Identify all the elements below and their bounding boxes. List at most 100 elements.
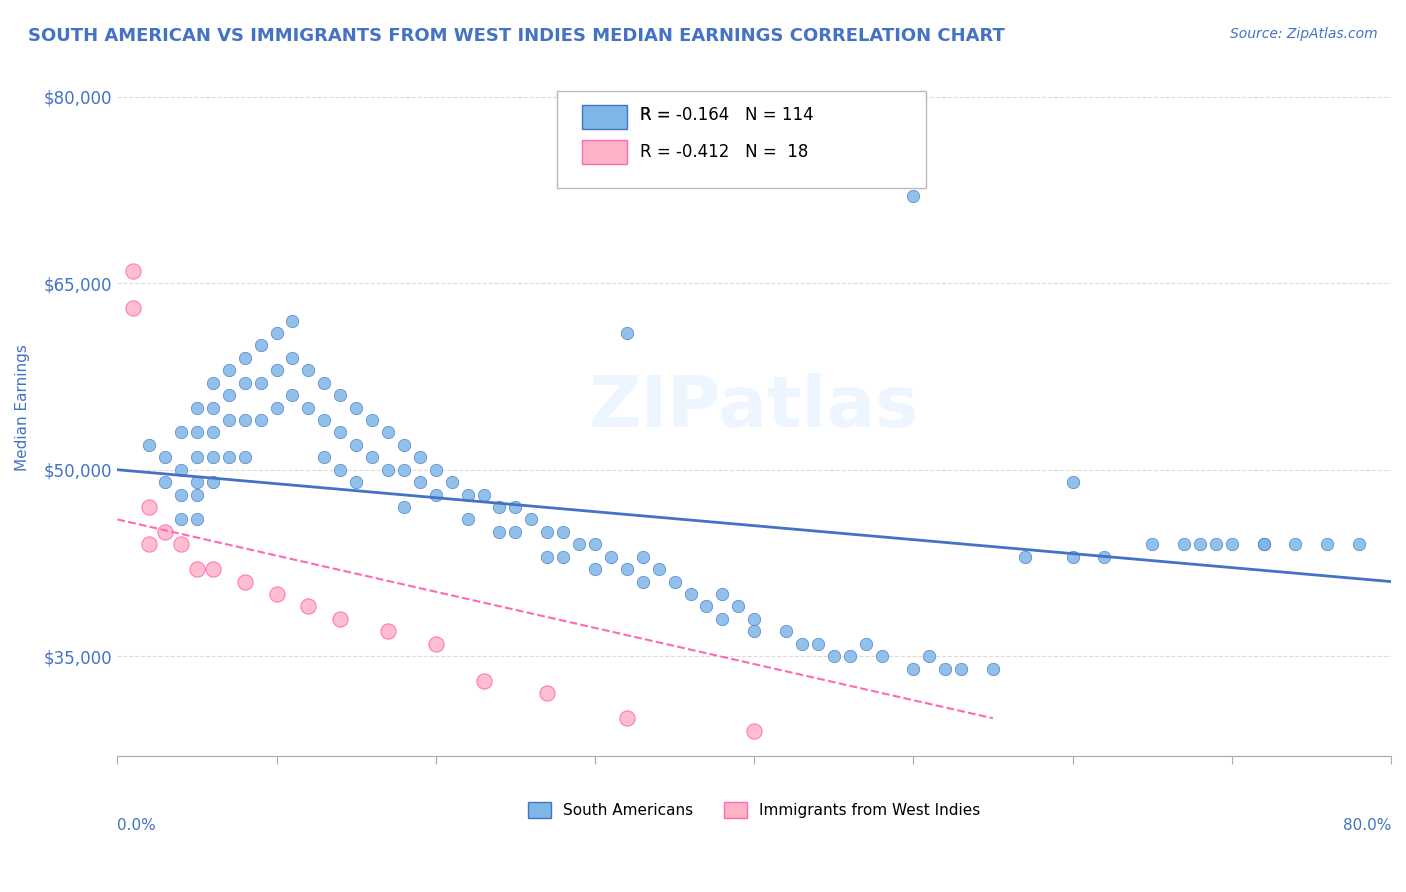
Point [392,438,415,452]
Point [281,388,304,402]
Point [233,376,256,390]
Point [695,599,717,614]
Point [823,649,845,664]
Point [314,450,336,465]
Point [344,401,367,415]
Point [266,401,288,415]
Point [186,512,208,526]
Point [266,363,288,377]
Point [1140,537,1163,551]
Point [903,662,925,676]
Point [855,637,877,651]
Point [201,425,224,440]
Point [186,487,208,501]
Point [775,624,797,639]
Point [138,537,160,551]
Point [201,401,224,415]
Point [583,537,606,551]
Point [553,524,575,539]
Point [329,612,352,626]
Point [361,450,384,465]
Text: R =: R = [640,106,675,124]
Point [186,401,208,415]
Point [329,425,352,440]
Point [314,376,336,390]
Point [711,587,734,601]
Point [711,612,734,626]
Point [742,624,765,639]
Point [297,363,319,377]
Point [488,524,510,539]
Point [297,401,319,415]
Point [807,637,830,651]
Point [1253,537,1275,551]
Point [218,363,240,377]
Point [1062,475,1084,490]
Point [297,599,319,614]
Point [233,413,256,427]
Point [616,326,638,340]
Point [153,524,176,539]
Text: R = -0.412   N =  18: R = -0.412 N = 18 [640,143,808,161]
Point [472,487,495,501]
Text: 80.0%: 80.0% [1343,818,1391,833]
Point [647,562,669,576]
Point [488,500,510,514]
Point [568,537,591,551]
Point [457,512,479,526]
Point [425,637,447,651]
Point [344,475,367,490]
Point [344,438,367,452]
Point [392,500,415,514]
Point [425,463,447,477]
Legend: South Americans, Immigrants from West Indies: South Americans, Immigrants from West In… [522,797,987,824]
Point [505,500,527,514]
Point [138,500,160,514]
Point [520,512,543,526]
Point [727,599,749,614]
Point [1188,537,1211,551]
Point [281,313,304,327]
Point [266,326,288,340]
Text: ZIPatlas: ZIPatlas [589,373,920,442]
Point [409,450,432,465]
Point [314,413,336,427]
Point [218,413,240,427]
Point [170,512,193,526]
Point [138,438,160,452]
Point [981,662,1004,676]
Point [249,413,271,427]
Point [153,450,176,465]
Point [409,475,432,490]
Point [233,450,256,465]
Point [170,487,193,501]
Point [170,537,193,551]
Text: SOUTH AMERICAN VS IMMIGRANTS FROM WEST INDIES MEDIAN EARNINGS CORRELATION CHART: SOUTH AMERICAN VS IMMIGRANTS FROM WEST I… [28,27,1005,45]
Point [505,524,527,539]
Point [281,351,304,365]
Point [536,549,558,564]
Point [122,264,145,278]
Point [201,475,224,490]
Point [950,662,973,676]
FancyBboxPatch shape [557,91,927,188]
Point [664,574,686,589]
Point [186,450,208,465]
Point [1094,549,1116,564]
Point [266,587,288,601]
Point [329,388,352,402]
Point [201,562,224,576]
Point [679,587,702,601]
Text: Source: ZipAtlas.com: Source: ZipAtlas.com [1230,27,1378,41]
Point [553,549,575,564]
Point [218,388,240,402]
Point [1173,537,1195,551]
Y-axis label: Median Earnings: Median Earnings [15,344,30,471]
Point [377,463,399,477]
Point [1284,537,1306,551]
Point [536,686,558,700]
Point [153,475,176,490]
Point [934,662,956,676]
Point [201,450,224,465]
Point [1014,549,1036,564]
